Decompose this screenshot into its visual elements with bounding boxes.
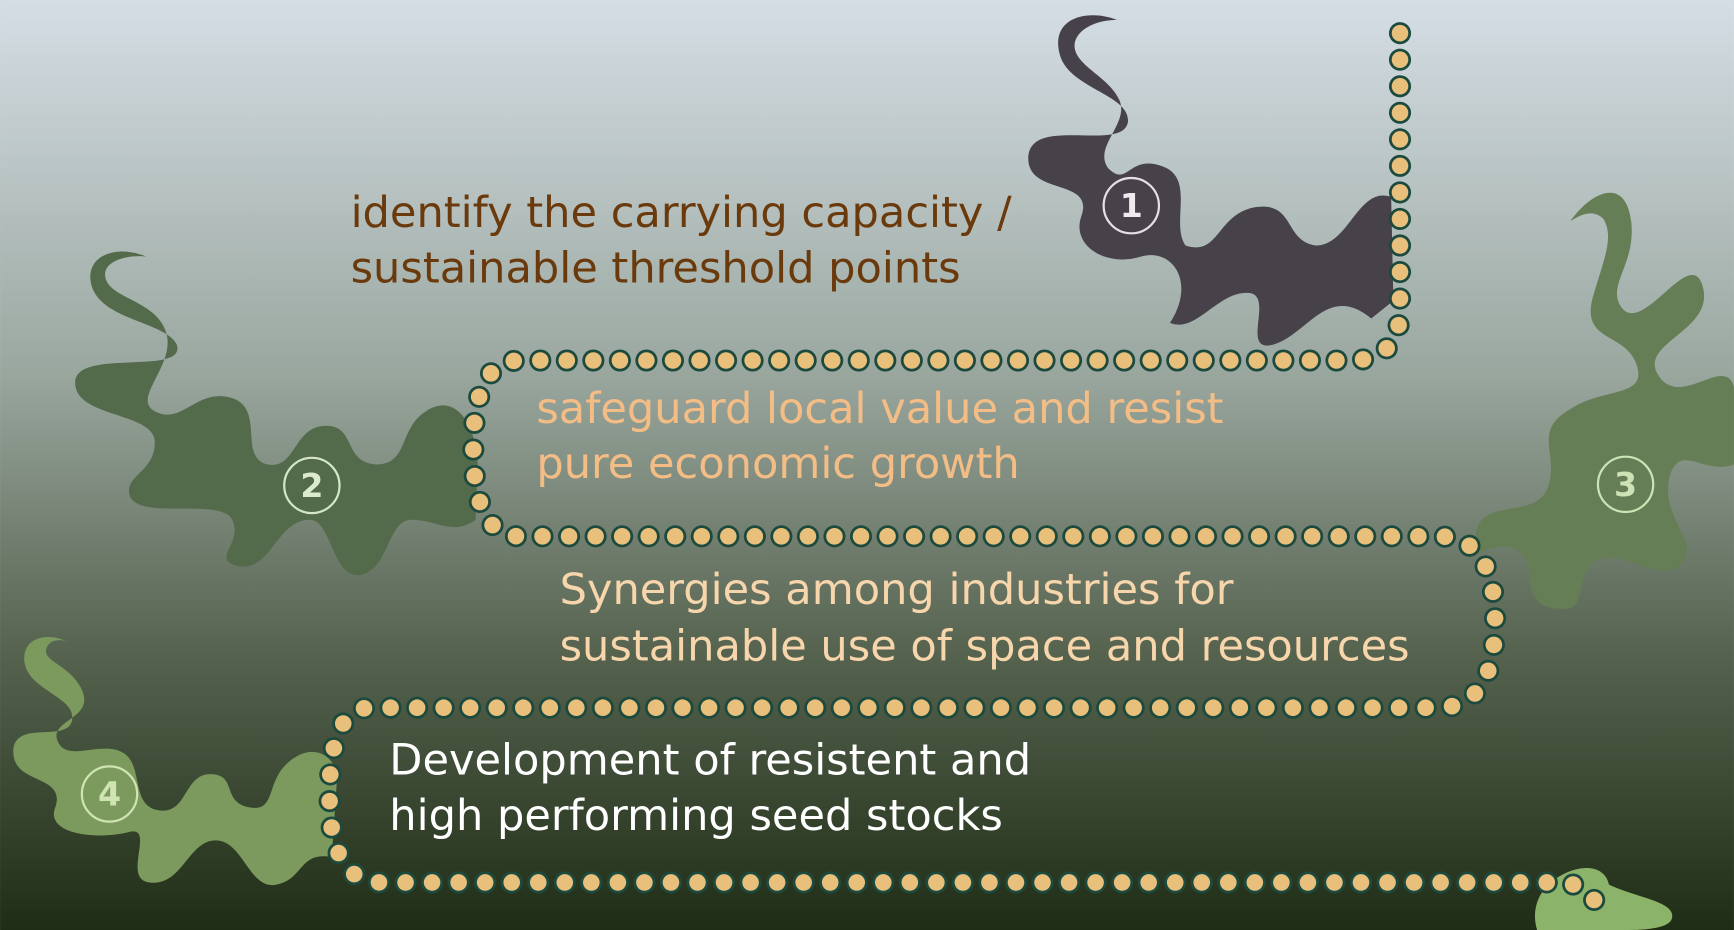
page: {"steps": [ {"number": "1", "lines": ["i… bbox=[0, 0, 1734, 930]
step-text: Development of resistent and bbox=[389, 736, 1031, 786]
step-number: 1 bbox=[1120, 186, 1143, 225]
diagram: 1 2 3 4 identify the carrying capacity /… bbox=[0, 0, 1734, 930]
step-text: high performing seed stocks bbox=[389, 791, 1003, 841]
step-number: 2 bbox=[300, 466, 323, 505]
step-number: 4 bbox=[98, 774, 121, 813]
step-number: 3 bbox=[1614, 465, 1637, 504]
step-text: Synergies among industries for bbox=[560, 565, 1234, 615]
step-text: pure economic growth bbox=[536, 439, 1019, 489]
step-text: sustainable threshold points bbox=[351, 243, 961, 293]
step-text: safeguard local value and resist bbox=[536, 384, 1223, 434]
step-text: identify the carrying capacity / bbox=[351, 188, 1013, 238]
step-text: sustainable use of space and resources bbox=[560, 622, 1410, 672]
